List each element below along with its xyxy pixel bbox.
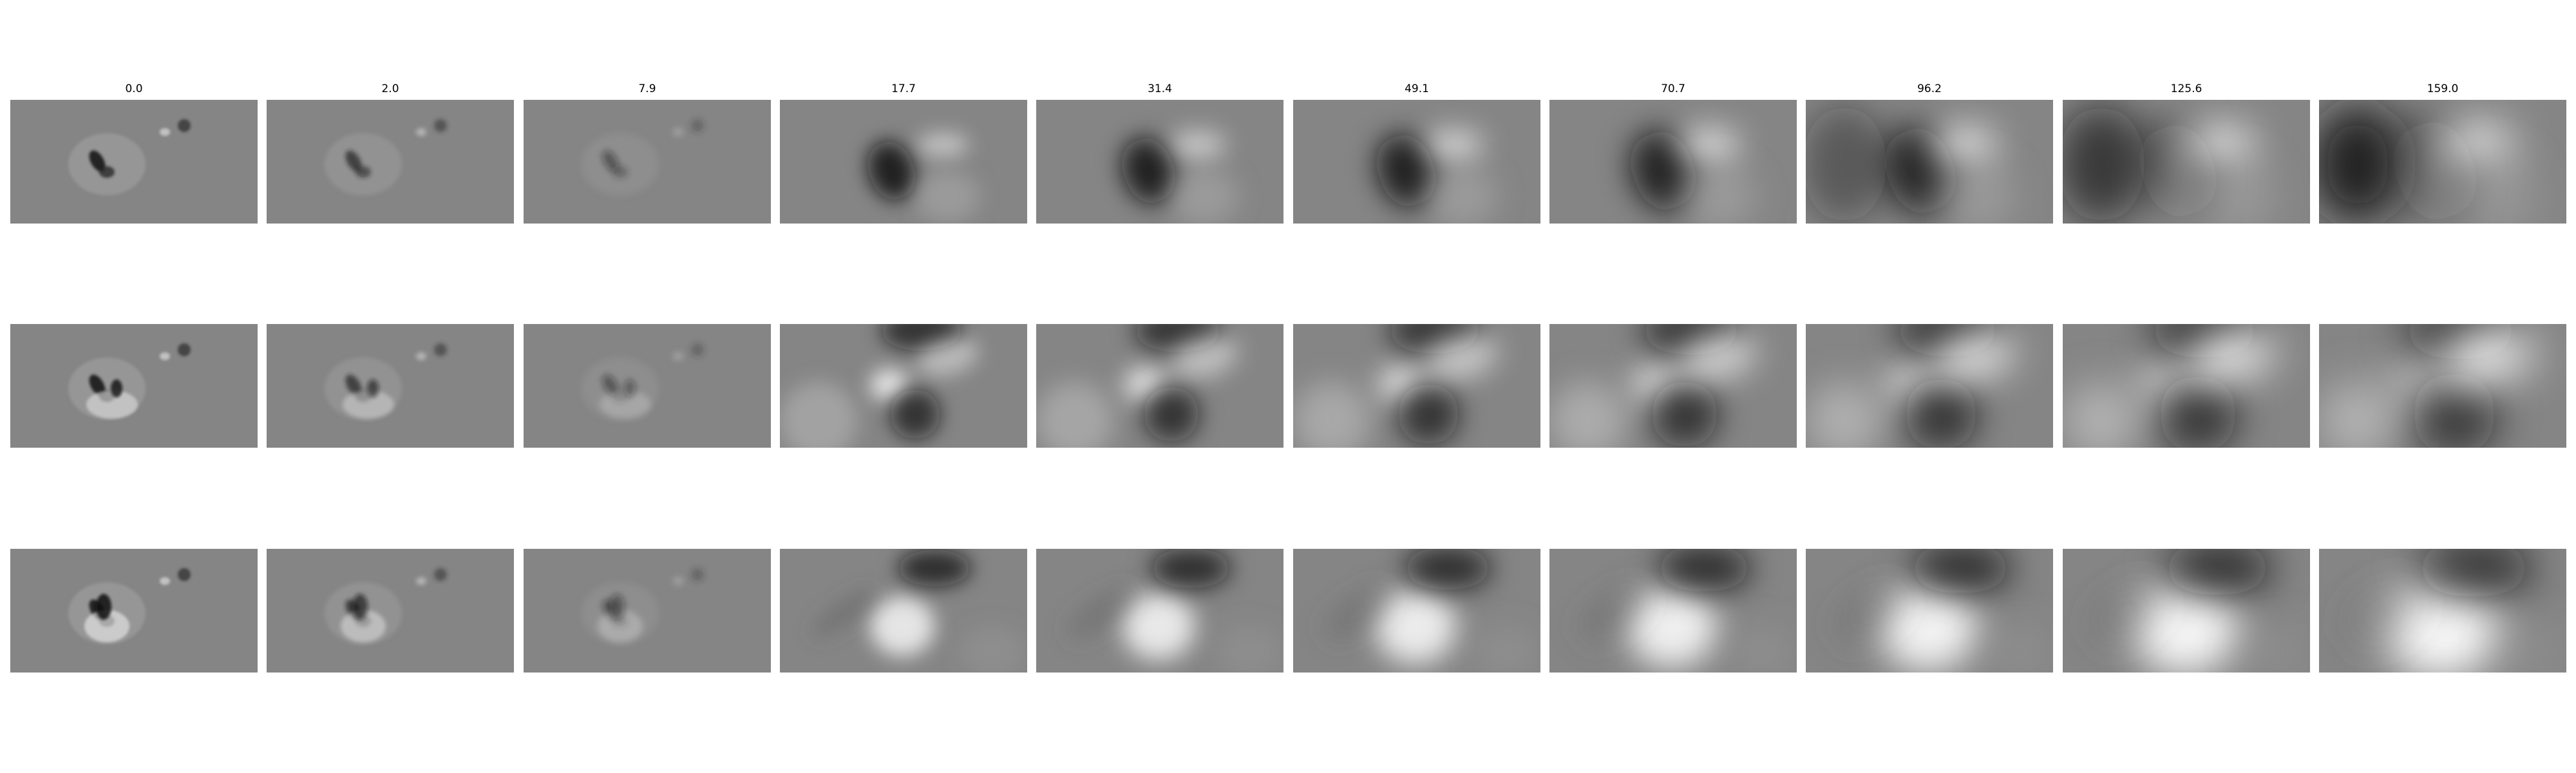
image-panel-r3-c8 [1806,549,2053,673]
image-panel-r1-c4 [780,100,1027,224]
image-panel-r2-c3 [524,324,771,448]
column-title-6: 70.7 [1661,82,1685,95]
image-panel-r3-c1 [10,549,258,673]
image-panel-r3-c2 [267,549,514,673]
image-panel-r1-c9 [2063,100,2310,224]
image-panel-r1-c2 [267,100,514,224]
column-title-2: 7.9 [638,82,656,95]
image-panel-r3-c4 [780,549,1027,673]
image-panel-r3-c7 [1549,549,1797,673]
image-panel-r2-c10 [2319,324,2566,448]
image-panel-r3-c3 [524,549,771,673]
image-panel-r2-c2 [267,324,514,448]
image-panel-r2-c1 [10,324,258,448]
column-title-9: 159.0 [2427,82,2459,95]
column-title-1: 2.0 [381,82,399,95]
image-panel-r2-c8 [1806,324,2053,448]
image-panel-r2-c7 [1549,324,1797,448]
image-panel-r3-c5 [1036,549,1283,673]
image-panel-r1-c6 [1293,100,1540,224]
image-panel-r3-c9 [2063,549,2310,673]
image-panel-r1-c8 [1806,100,2053,224]
column-title-8: 125.6 [2170,82,2202,95]
image-panel-r2-c6 [1293,324,1540,448]
image-panel-r2-c5 [1036,324,1283,448]
column-title-0: 0.0 [125,82,143,95]
image-panel-r1-c3 [524,100,771,224]
column-title-7: 96.2 [1917,82,1942,95]
image-panel-r1-c1 [10,100,258,224]
image-panel-r1-c10 [2319,100,2566,224]
image-panel-r2-c4 [780,324,1027,448]
image-panel-r1-c7 [1549,100,1797,224]
image-panel-r3-c6 [1293,549,1540,673]
image-panel-r3-c10 [2319,549,2566,673]
column-title-4: 31.4 [1148,82,1172,95]
column-title-3: 17.7 [891,82,916,95]
image-panel-r1-c5 [1036,100,1283,224]
image-panel-r2-c9 [2063,324,2310,448]
column-title-5: 49.1 [1405,82,1429,95]
